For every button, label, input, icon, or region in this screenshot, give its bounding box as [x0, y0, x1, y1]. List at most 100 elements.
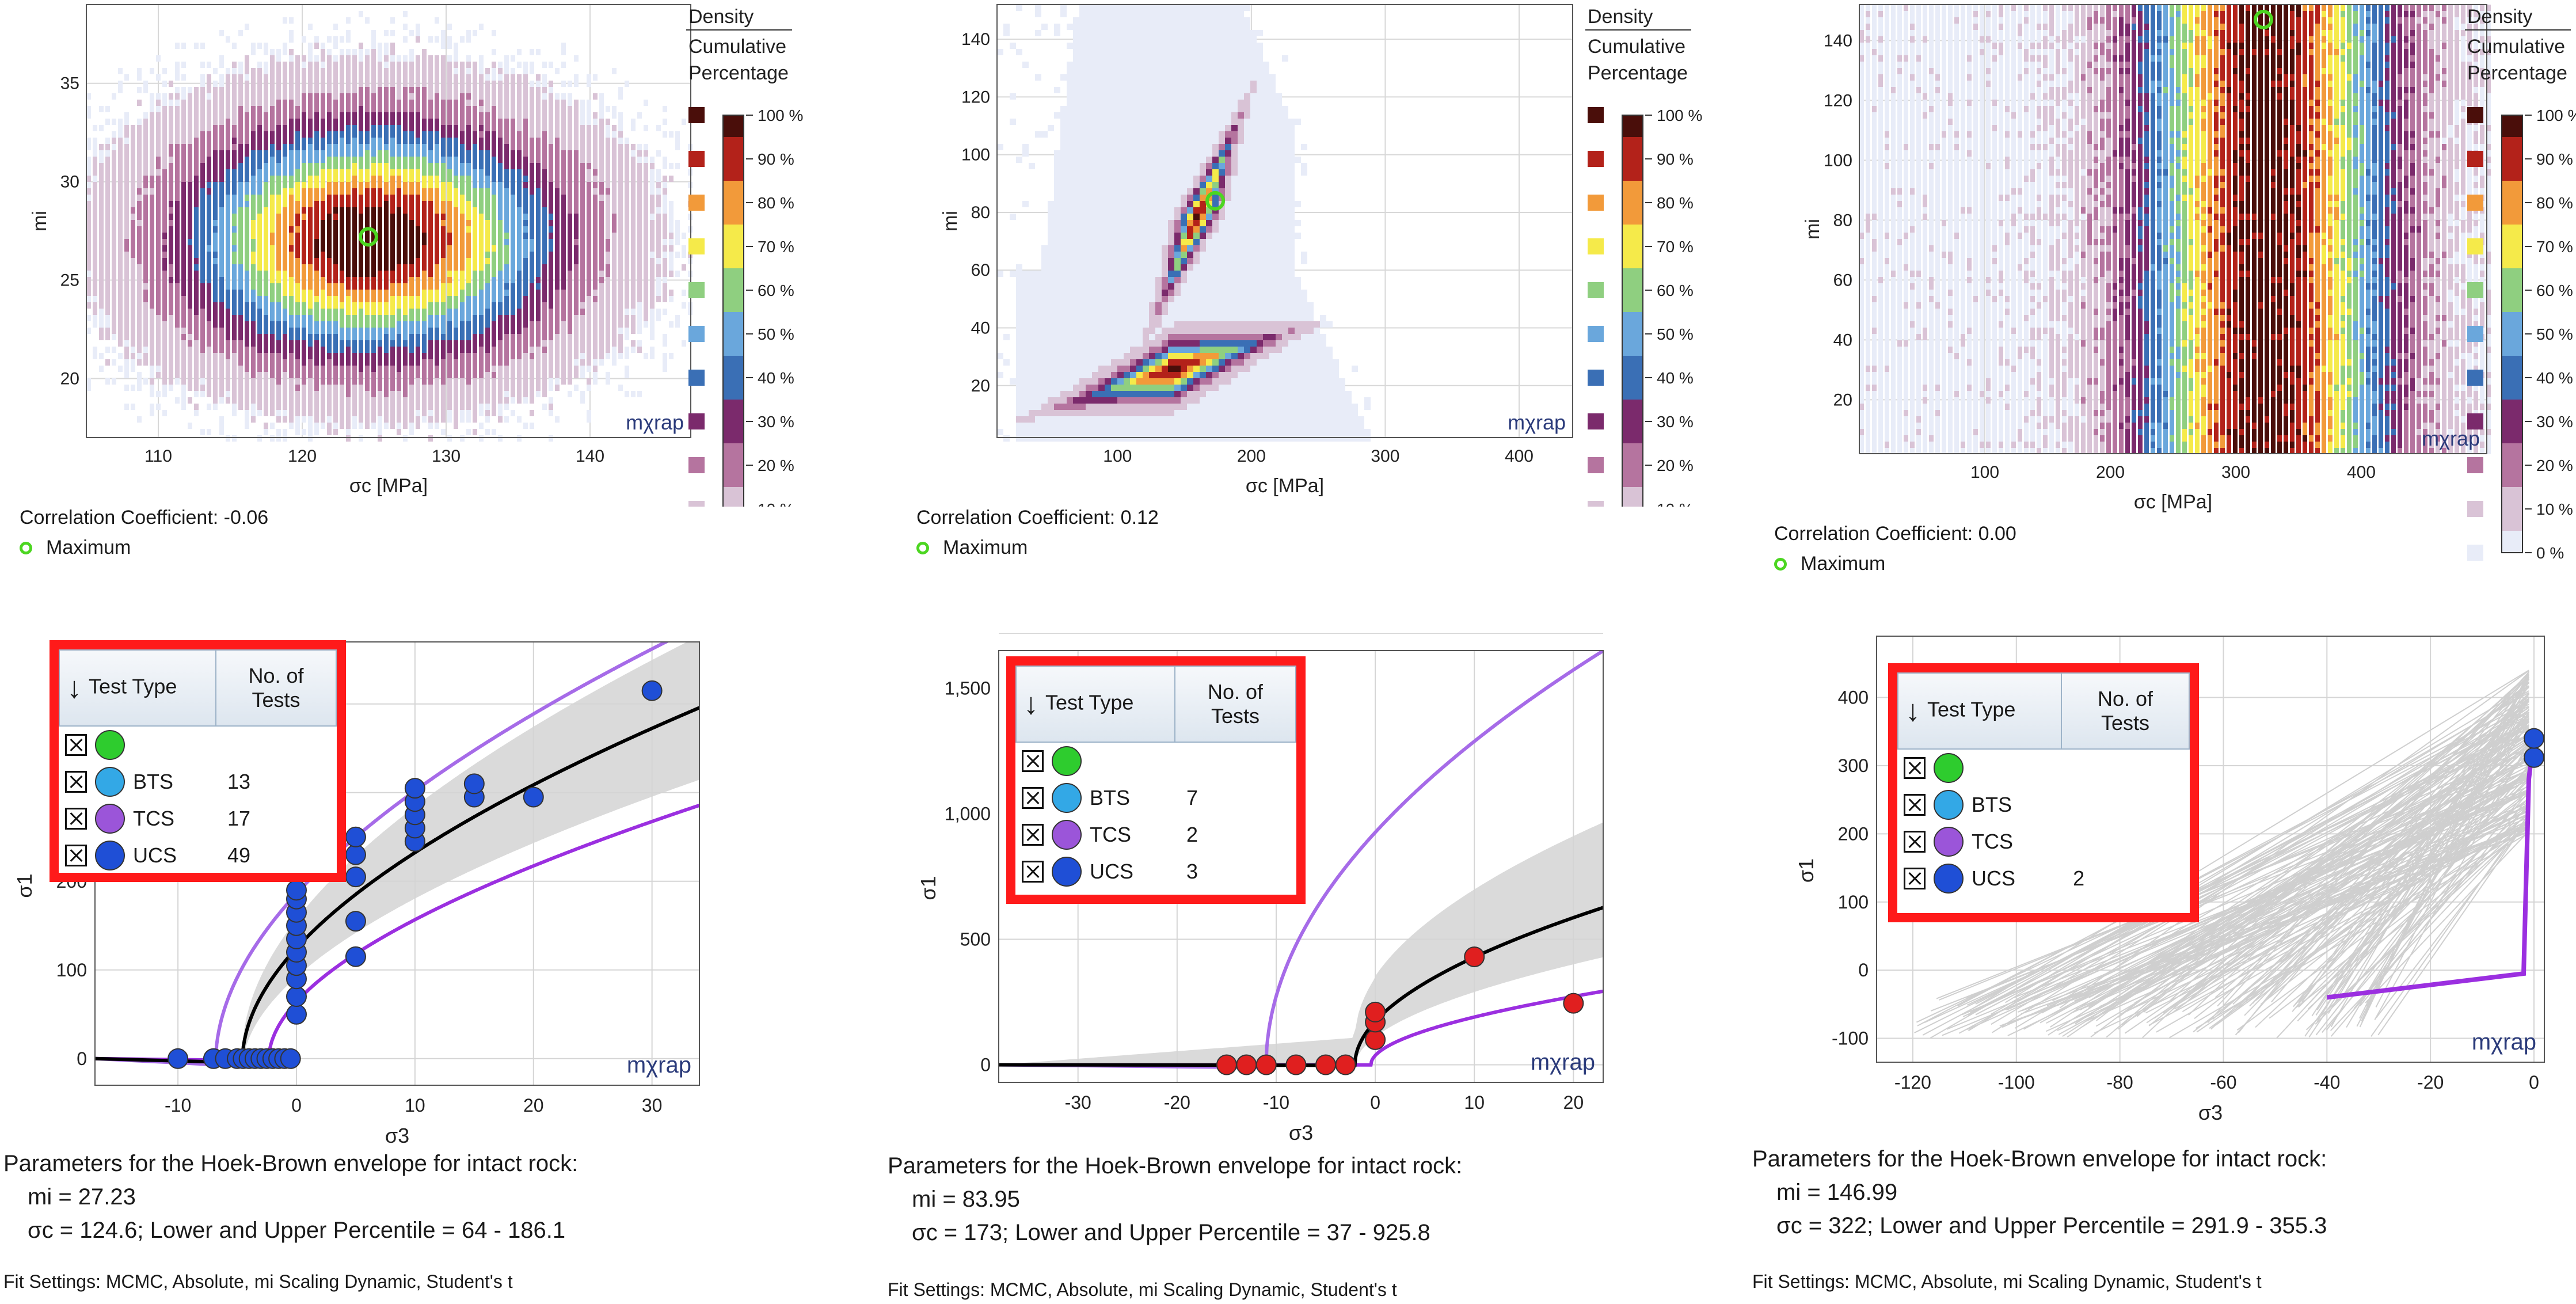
- density-cell: [631, 347, 636, 353]
- density-cell: [441, 321, 446, 328]
- density-cell: [587, 252, 591, 258]
- density-cell: [276, 315, 281, 321]
- density-cell: [219, 378, 224, 385]
- density-cell: [511, 258, 515, 264]
- density-cell: [428, 55, 433, 62]
- density-cell: [378, 233, 382, 239]
- density-cell: [232, 315, 237, 321]
- density-cell: [131, 182, 135, 188]
- density-cell: [587, 195, 591, 201]
- density-cell: [118, 226, 123, 233]
- density-cell: [523, 125, 528, 131]
- density-cell: [213, 391, 218, 397]
- density-cell: [403, 176, 408, 182]
- density-cell: [226, 188, 230, 195]
- density-cell: [574, 176, 579, 182]
- density-cell: [156, 144, 161, 150]
- density-cell: [175, 296, 180, 302]
- density-cell: [530, 131, 534, 138]
- density-cell: [498, 315, 503, 321]
- density-cell: [340, 340, 344, 347]
- density-cell: [365, 353, 370, 359]
- density-cell: [397, 252, 401, 258]
- density-cell: [650, 328, 655, 334]
- density-cell: [124, 340, 129, 347]
- density-cell: [321, 423, 325, 429]
- density-cell: [498, 207, 503, 214]
- density-cell: [568, 188, 572, 195]
- density-cell: [257, 378, 262, 385]
- density-cell: [435, 112, 439, 119]
- density-cell: [333, 188, 338, 195]
- density-cell: [238, 378, 243, 385]
- density-cell: [156, 290, 161, 296]
- density-cell: [365, 423, 370, 429]
- density-cell: [188, 131, 192, 138]
- density-cell: [194, 290, 199, 296]
- density-cell: [270, 201, 275, 207]
- density-cell: [555, 271, 560, 277]
- density-cell: [150, 169, 154, 176]
- density-cell: [644, 296, 648, 302]
- density-cell: [492, 131, 496, 138]
- density-cell: [422, 245, 427, 252]
- density-cell: [232, 125, 237, 131]
- density-cell: [245, 233, 249, 239]
- density-cell: [644, 195, 648, 201]
- density-cell: [194, 385, 199, 391]
- density-cell: [181, 239, 186, 245]
- density-cell: [422, 100, 427, 106]
- density-cell: [327, 87, 332, 93]
- density-cell: [283, 258, 287, 264]
- density-cell: [555, 93, 560, 100]
- density-cell: [200, 74, 205, 81]
- density-cell: [188, 214, 192, 220]
- density-cell: [384, 239, 389, 245]
- density-cell: [270, 188, 275, 195]
- density-cell: [112, 195, 116, 201]
- density-cell: [276, 68, 281, 74]
- density-cell: [194, 87, 199, 93]
- density-cell: [384, 416, 389, 423]
- density-cell: [175, 106, 180, 112]
- density-cell: [403, 271, 408, 277]
- density-cell: [162, 258, 167, 264]
- density-cell: [137, 258, 142, 264]
- density-cell: [352, 264, 357, 271]
- density-cell: [365, 397, 370, 404]
- density-cell: [188, 125, 192, 131]
- density-cell: [460, 372, 465, 378]
- density-cell: [124, 176, 129, 182]
- density-cell: [511, 150, 515, 157]
- density-cell: [181, 188, 186, 195]
- density-cell: [226, 144, 230, 150]
- density-cell: [162, 100, 167, 106]
- density-cell: [587, 359, 591, 366]
- density-cell: [479, 245, 484, 252]
- density-cell: [384, 258, 389, 264]
- density-cell: [264, 410, 268, 416]
- density-cell: [441, 258, 446, 264]
- density-cell: [625, 233, 629, 239]
- density-cell: [245, 252, 249, 258]
- density-cell: [435, 302, 439, 309]
- density-cell: [492, 74, 496, 81]
- density-cell: [498, 277, 503, 283]
- density-cell: [435, 264, 439, 271]
- density-cell: [663, 264, 667, 271]
- density-cell: [162, 220, 167, 226]
- density-cell: [460, 271, 465, 277]
- density-cell: [175, 195, 180, 201]
- density-cell: [207, 226, 211, 233]
- density-cell: [321, 340, 325, 347]
- density-cell: [447, 68, 452, 74]
- density-cell: [314, 410, 319, 416]
- density-cell: [289, 68, 294, 74]
- density-cell: [409, 283, 414, 290]
- density-cell: [150, 106, 154, 112]
- density-cell: [213, 334, 218, 340]
- density-cell: [118, 245, 123, 252]
- density-cell: [435, 157, 439, 163]
- density-cell: [397, 290, 401, 296]
- density-cell: [93, 182, 97, 188]
